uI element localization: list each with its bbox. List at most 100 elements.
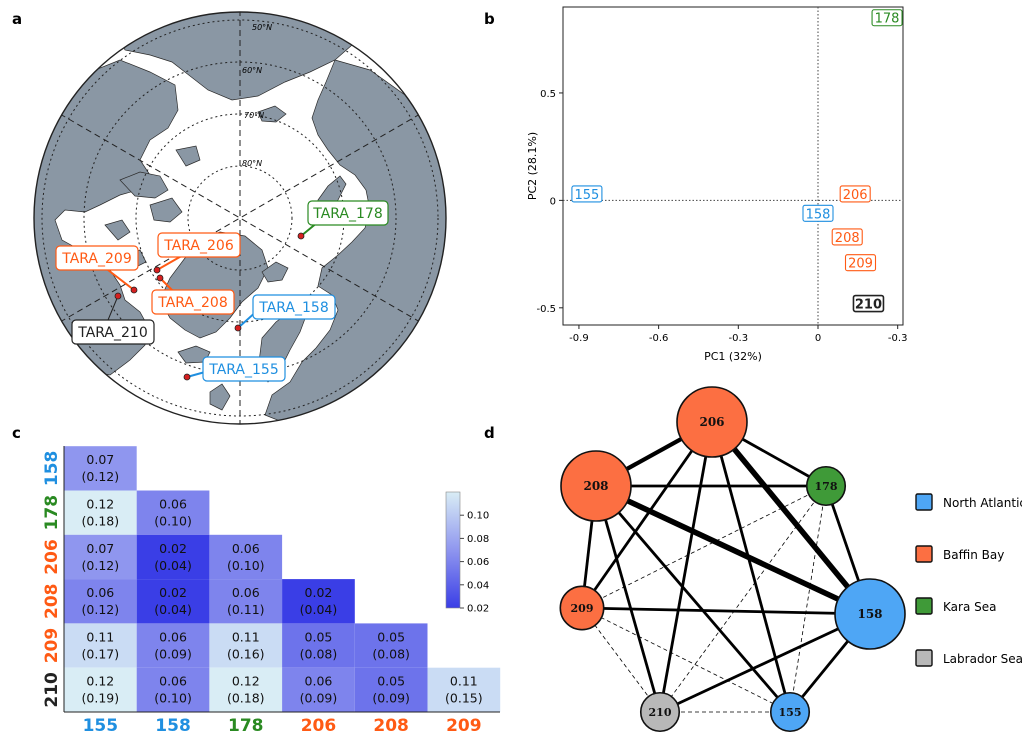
pca-x-axis-label: PC1 (32%)	[704, 350, 762, 363]
heatmap-col-label: 208	[373, 716, 409, 736]
polar-map: 50°N 60°N 70°N 80°N TARA_178	[33, 11, 447, 425]
pca-y-tick-label: -0.5	[536, 304, 556, 315]
leader-210	[107, 295, 119, 321]
heatmap-cell-value: 0.06	[159, 629, 187, 644]
pca-x-tick-label: 0	[815, 333, 821, 344]
node-label: 209	[571, 602, 594, 615]
heatmap-col-label: 206	[301, 716, 337, 736]
pca-point-155: 155	[571, 185, 603, 203]
heatmap-cell: 0.07 (0.12)	[64, 446, 137, 491]
heatmap-col-labels: 155 158 178 206 208 209	[83, 716, 482, 736]
pca-x-tick-label: -0.9	[569, 333, 589, 344]
heatmap-cell-value: 0.11	[450, 674, 478, 689]
heatmap-cell-value: 0.07	[86, 452, 114, 467]
heatmap-col-label: 158	[155, 716, 191, 736]
heatmap-cell-value: 0.02	[159, 585, 187, 600]
pca-point-208: 208	[831, 228, 863, 246]
heatmap-cell: 0.05 (0.09)	[354, 667, 428, 712]
heatmap-cell: 0.11 (0.17)	[64, 623, 137, 668]
colorbar-tick-label: 0.10	[467, 511, 489, 522]
edge-209-158	[581, 606, 871, 616]
heatmap-cell-value: 0.06	[159, 674, 187, 689]
heatmap-col-label: 178	[228, 716, 264, 736]
heatmap-cell-value: 0.12	[232, 674, 260, 689]
legend-item-baffin_bay: Baffin Bay	[915, 545, 1004, 563]
edge-158-210	[659, 612, 871, 714]
lat-label-50: 50°N	[252, 23, 272, 32]
heatmap-cell-range: (0.10)	[154, 691, 192, 706]
heatmap-cell-value: 0.11	[232, 629, 260, 644]
heatmap-cell-range: (0.09)	[372, 691, 410, 706]
heatmap-cell-range: (0.08)	[300, 646, 338, 661]
pca-point-label: 155	[574, 188, 599, 203]
pca-point-label: 209	[848, 257, 873, 272]
colorbar-tick-label: 0.08	[467, 534, 489, 545]
heatmap-cell: 0.05 (0.08)	[354, 623, 428, 668]
station-point-206	[153, 266, 161, 274]
heatmap-row-label: 209	[42, 628, 62, 664]
station-labels: TARA_178 TARA_206 TARA_209 TARA_208 TARA…	[55, 200, 389, 382]
heatmap-cell-range: (0.18)	[82, 514, 120, 529]
heatmap-row-label: 208	[42, 584, 62, 620]
heatmap-row-labels: 158 178 206 208 209 210	[42, 451, 62, 708]
legend-item-labrador_sea: Labrador Sea	[915, 649, 1022, 667]
parallel-60	[83, 61, 397, 375]
node-208: 208	[560, 450, 632, 522]
distance-heatmap: 0.07 (0.12) 0.12 (0.18) 0.06 (0.10) 0.07 (0.12)…	[42, 446, 501, 736]
land-archipelago-1	[119, 171, 169, 199]
station-point-209	[130, 286, 138, 294]
station-point-210	[114, 292, 122, 300]
heatmap-cell-range: (0.10)	[227, 558, 265, 573]
network-nodes: 206 208 178 209 158 210 155	[559, 386, 906, 733]
node-155: 155	[769, 691, 811, 733]
heatmap-cell-value: 0.05	[305, 629, 333, 644]
legend-label: Labrador Sea	[943, 652, 1022, 666]
pca-point-label: 206	[843, 188, 868, 203]
edge-206-155	[710, 421, 792, 713]
heatmap-cell-range: (0.12)	[82, 469, 120, 484]
land-archipelago-2	[149, 197, 183, 223]
pca-point-label: 178	[875, 12, 900, 27]
heatmap-cell-value: 0.06	[305, 674, 333, 689]
heatmap-cell-range: (0.16)	[227, 646, 265, 661]
heatmap-cell-range: (0.12)	[82, 558, 120, 573]
heatmap-cell: 0.02 (0.04)	[136, 579, 210, 624]
pca-y-ticks: 0.5 0 -0.5	[536, 89, 563, 315]
land-svalbard	[261, 261, 289, 283]
panel-label-d: d	[484, 424, 495, 442]
heatmap-cell-range: (0.08)	[372, 646, 410, 661]
heatmap-cell: 0.11 (0.15)	[427, 667, 501, 712]
legend-item-north_atlantic: North Atlantic	[915, 493, 1022, 511]
node-label: 206	[699, 415, 724, 429]
node-178: 178	[805, 465, 847, 507]
pca-point-178: 178	[871, 9, 903, 27]
heatmap-cell-range: (0.04)	[154, 558, 192, 573]
heatmap-cell-value: 0.02	[305, 585, 333, 600]
edge-209-155	[581, 607, 791, 713]
station-label-155: TARA_155	[208, 362, 279, 378]
heatmap-cell-range: (0.04)	[154, 602, 192, 617]
edge-208-210	[594, 485, 662, 713]
colorbar	[445, 491, 461, 609]
heatmap-cell-value: 0.05	[377, 674, 405, 689]
station-label-178: TARA_178	[312, 206, 383, 222]
heatmap-cell-value: 0.02	[159, 541, 187, 556]
heatmap-col-label: 155	[83, 716, 119, 736]
heatmap-cell-range: (0.12)	[82, 602, 120, 617]
node-label: 158	[857, 607, 882, 621]
heatmap-cell: 0.06 (0.10)	[136, 667, 210, 712]
station-label-158: TARA_158	[258, 300, 329, 316]
pca-plot-frame	[562, 6, 904, 326]
station-label-210: TARA_210	[77, 325, 148, 341]
pca-scatter: -0.9 -0.6 -0.3 0 -0.3 0.5 0 -0.5 155 158 178 206 2…	[526, 6, 907, 363]
legend-label: North Atlantic	[943, 496, 1022, 510]
lat-label-60: 60°N	[242, 66, 262, 75]
colorbar-ticks: 0.10 0.08 0.06 0.04 0.02	[460, 511, 489, 615]
pca-point-label: 208	[835, 231, 860, 246]
land-eurasia	[264, 59, 446, 424]
heatmap-cell: 0.05 (0.08)	[282, 623, 355, 668]
heatmap-cell: 0.12 (0.19)	[64, 667, 137, 712]
heatmap-cell-value: 0.06	[159, 497, 187, 512]
land-new-siberian-islands	[257, 105, 287, 123]
